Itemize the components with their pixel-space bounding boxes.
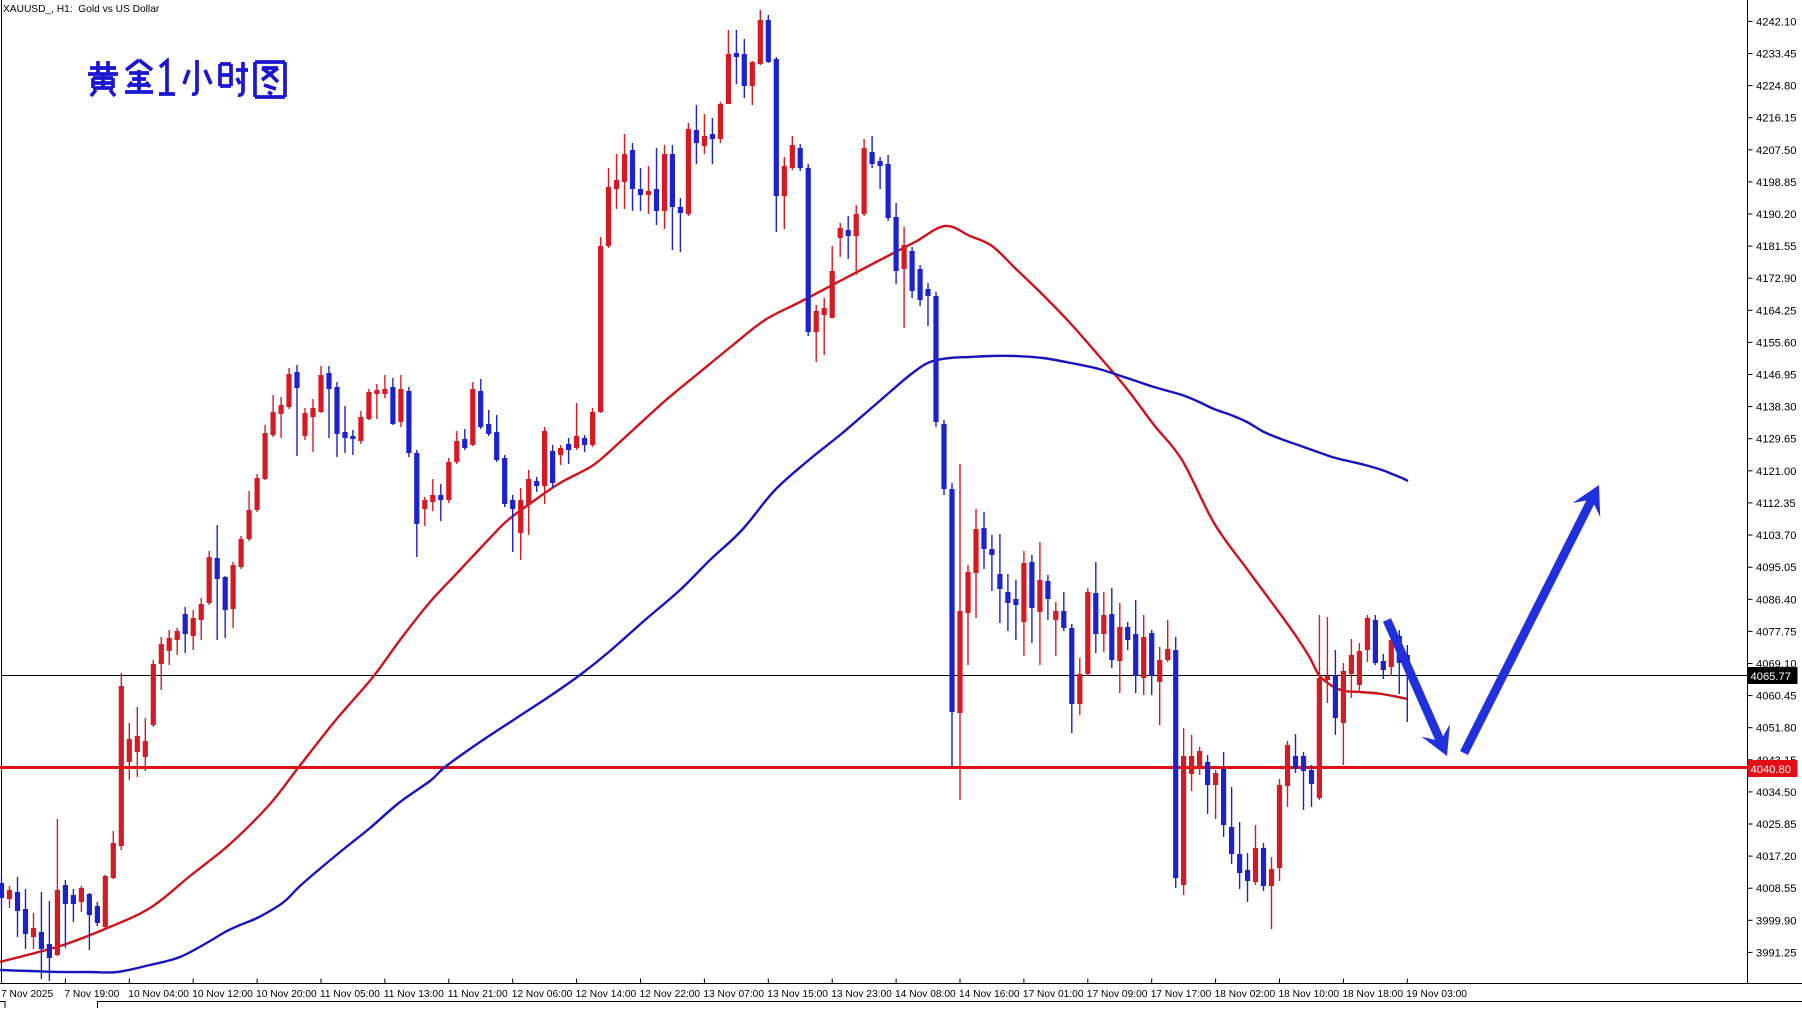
svg-text:7 Nov 2025: 7 Nov 2025 [1,989,53,1000]
svg-text:14 Nov 08:00: 14 Nov 08:00 [895,989,956,1000]
svg-text:18 Nov 02:00: 18 Nov 02:00 [1215,989,1276,1000]
svg-text:4121.00: 4121.00 [1756,466,1796,478]
svg-text:19 Nov 03:00: 19 Nov 03:00 [1406,989,1467,1000]
svg-text:17 Nov 17:00: 17 Nov 17:00 [1151,989,1212,1000]
svg-text:4086.40: 4086.40 [1756,594,1796,606]
svg-text:4242.10: 4242.10 [1756,16,1796,28]
svg-text:12 Nov 14:00: 12 Nov 14:00 [576,989,637,1000]
svg-text:4065.77: 4065.77 [1751,671,1791,683]
svg-text:4146.95: 4146.95 [1756,370,1796,382]
svg-text:4198.85: 4198.85 [1756,177,1796,189]
svg-text:4095.05: 4095.05 [1756,562,1796,574]
svg-text:4025.85: 4025.85 [1756,819,1796,831]
svg-text:3991.25: 3991.25 [1756,947,1796,959]
svg-text:7 Nov 19:00: 7 Nov 19:00 [64,989,119,1000]
svg-text:4017.20: 4017.20 [1756,851,1796,863]
svg-text:3999.90: 3999.90 [1756,915,1796,927]
svg-text:4051.80: 4051.80 [1756,723,1796,735]
svg-text:4040.80: 4040.80 [1751,764,1791,776]
svg-text:10 Nov 20:00: 10 Nov 20:00 [256,989,317,1000]
svg-text:XAUUSD_, H1: Gold vs US Dolla: XAUUSD_, H1: Gold vs US Dollar [3,4,160,15]
svg-text:4190.20: 4190.20 [1756,209,1796,221]
svg-text:17 Nov 01:00: 17 Nov 01:00 [1023,989,1084,1000]
svg-text:4103.70: 4103.70 [1756,530,1796,542]
svg-text:4164.25: 4164.25 [1756,305,1796,317]
svg-text:10 Nov 12:00: 10 Nov 12:00 [192,989,253,1000]
svg-text:11 Nov 13:00: 11 Nov 13:00 [384,989,444,1000]
svg-text:13 Nov 23:00: 13 Nov 23:00 [831,989,892,1000]
svg-text:4112.35: 4112.35 [1756,498,1796,510]
svg-text:4216.15: 4216.15 [1756,113,1796,125]
svg-text:4129.65: 4129.65 [1756,434,1796,446]
svg-text:18 Nov 10:00: 18 Nov 10:00 [1279,989,1340,1000]
svg-text:12 Nov 06:00: 12 Nov 06:00 [512,989,573,1000]
svg-text:4077.75: 4077.75 [1756,626,1796,638]
svg-text:4060.45: 4060.45 [1756,691,1796,703]
svg-text:4034.50: 4034.50 [1756,787,1796,799]
svg-text:4172.90: 4172.90 [1756,273,1796,285]
svg-text:4138.30: 4138.30 [1756,402,1796,414]
svg-text:4233.45: 4233.45 [1756,49,1796,61]
svg-text:4207.50: 4207.50 [1756,145,1796,157]
svg-text:13 Nov 07:00: 13 Nov 07:00 [703,989,764,1000]
svg-text:12 Nov 22:00: 12 Nov 22:00 [640,989,701,1000]
svg-text:4008.55: 4008.55 [1756,883,1796,895]
svg-text:13 Nov 15:00: 13 Nov 15:00 [767,989,828,1000]
svg-text:18 Nov 18:00: 18 Nov 18:00 [1342,989,1403,1000]
svg-text:11 Nov 05:00: 11 Nov 05:00 [320,989,380,1000]
svg-text:10 Nov 04:00: 10 Nov 04:00 [128,989,189,1000]
svg-text:4224.80: 4224.80 [1756,81,1796,93]
svg-text:4155.60: 4155.60 [1756,337,1796,349]
svg-text:14 Nov 16:00: 14 Nov 16:00 [959,989,1020,1000]
svg-text:17 Nov 09:00: 17 Nov 09:00 [1087,989,1148,1000]
svg-text:4181.55: 4181.55 [1756,241,1796,253]
svg-text:11 Nov 21:00: 11 Nov 21:00 [448,989,508,1000]
